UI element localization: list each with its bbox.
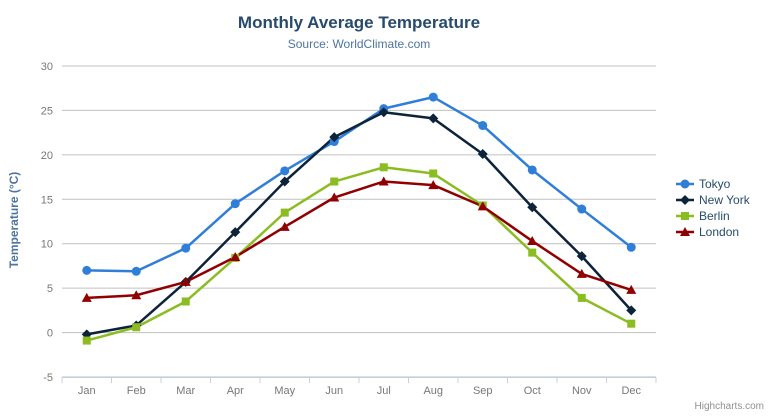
series-line-tokyo[interactable] [85, 95, 633, 273]
series-marker-tokyo-nov[interactable] [577, 204, 587, 214]
legend-item-label: London [699, 224, 740, 239]
series-marker-tokyo-mar[interactable] [181, 243, 191, 253]
series-marker-new-york-jun[interactable] [329, 132, 340, 143]
series-marker-london-may[interactable] [279, 221, 290, 231]
series-marker-berlin-jun[interactable] [330, 177, 339, 186]
series-marker-london-aug[interactable] [428, 180, 439, 190]
legend: Tokyo New York Berlin London [676, 176, 750, 239]
y-axis-tick-label: 20 [41, 150, 53, 162]
x-axis-tick-label: Dec [621, 385, 641, 397]
chart-subtitle: Source: WorldClimate.com [287, 37, 431, 51]
series-marker-london-oct[interactable] [527, 236, 538, 246]
x-axis-tick-label: Jul [377, 385, 391, 397]
legend-item-tokyo[interactable]: Tokyo [676, 176, 750, 191]
legend-item-london[interactable]: London [676, 224, 750, 239]
x-axis-tick-label: Mar [176, 385, 195, 397]
y-axis-tick-label: 10 [41, 239, 53, 251]
x-axis-tick-label: Jun [325, 385, 343, 397]
series-marker-london-nov[interactable] [576, 268, 587, 278]
x-axis-tick-label: May [274, 385, 295, 397]
y-axis-tick-label: 15 [41, 194, 53, 206]
y-axis-tick-label: 25 [41, 105, 53, 117]
legend-marker-berlin-icon [676, 211, 694, 220]
series-marker-berlin-oct[interactable] [528, 248, 537, 257]
x-axis-tick-label: Apr [227, 385, 244, 397]
credits-link[interactable]: Highcharts.com [694, 401, 764, 412]
series-marker-new-york-dec[interactable] [626, 305, 637, 316]
series-marker-tokyo-feb[interactable] [131, 266, 141, 276]
legend-item-berlin[interactable]: Berlin [676, 208, 750, 223]
series-marker-tokyo-dec[interactable] [626, 242, 636, 252]
y-axis-tick-label: 5 [47, 283, 53, 295]
legend-item-label: Berlin [699, 208, 730, 223]
y-axis-tick-label: -5 [43, 372, 53, 384]
series-line-london[interactable] [85, 180, 633, 300]
series-marker-london-jan[interactable] [81, 292, 92, 302]
series-marker-london-feb[interactable] [131, 290, 142, 300]
legend-marker-tokyo-icon [676, 179, 694, 188]
y-axis-title: Temperature (°C) [7, 171, 21, 269]
chart-title: Monthly Average Temperature [237, 13, 481, 32]
series-marker-tokyo-sep[interactable] [478, 121, 488, 131]
series-marker-new-york-oct[interactable] [527, 202, 538, 213]
series-marker-london-sep[interactable] [477, 201, 488, 211]
series-marker-new-york-sep[interactable] [477, 148, 488, 159]
series-marker-berlin-jul[interactable] [379, 163, 388, 172]
series-line-new-york[interactable] [85, 110, 633, 336]
series-marker-tokyo-jan[interactable] [82, 265, 92, 275]
y-axis-tick-label: 30 [41, 61, 53, 73]
legend-item-label: Tokyo [699, 176, 731, 191]
series-line-berlin[interactable] [85, 166, 633, 342]
x-axis-tick-label: Feb [127, 385, 146, 397]
legend-item-label: New York [699, 192, 750, 207]
series-marker-new-york-jul[interactable] [378, 107, 389, 118]
series-marker-berlin-may[interactable] [280, 208, 289, 217]
legend-marker-new-york-icon [676, 194, 694, 205]
series-marker-berlin-aug[interactable] [429, 169, 438, 178]
x-axis-tick-label: Oct [524, 385, 541, 397]
series-marker-tokyo-may[interactable] [280, 166, 290, 176]
legend-item-new-york[interactable]: New York [676, 192, 750, 207]
series-marker-tokyo-oct[interactable] [527, 165, 537, 175]
series-marker-berlin-feb[interactable] [132, 323, 141, 332]
series-marker-berlin-dec[interactable] [627, 319, 636, 328]
series-marker-london-dec[interactable] [626, 284, 637, 294]
y-axis-tick-label: 0 [47, 328, 53, 340]
series-marker-berlin-jan[interactable] [82, 336, 91, 345]
x-axis-tick-label: Nov [572, 385, 592, 397]
context-menu-button[interactable] [728, 18, 752, 38]
series-marker-london-jun[interactable] [329, 192, 340, 202]
series-marker-tokyo-aug[interactable] [428, 92, 438, 102]
series-marker-london-apr[interactable] [230, 252, 241, 262]
series-marker-london-jul[interactable] [378, 176, 389, 186]
x-axis-tick-label: Aug [423, 385, 443, 397]
series-marker-new-york-may[interactable] [279, 176, 290, 187]
series-marker-new-york-nov[interactable] [576, 251, 587, 262]
series-marker-new-york-apr[interactable] [230, 227, 241, 238]
series-marker-tokyo-apr[interactable] [230, 199, 240, 209]
series-marker-new-york-aug[interactable] [428, 113, 439, 124]
x-axis-tick-label: Jan [78, 385, 96, 397]
x-axis-tick-label: Sep [473, 385, 493, 397]
series-marker-london-mar[interactable] [180, 276, 191, 286]
legend-marker-london-icon [676, 226, 694, 236]
series-marker-berlin-mar[interactable] [181, 297, 190, 306]
series-marker-berlin-nov[interactable] [577, 293, 586, 302]
